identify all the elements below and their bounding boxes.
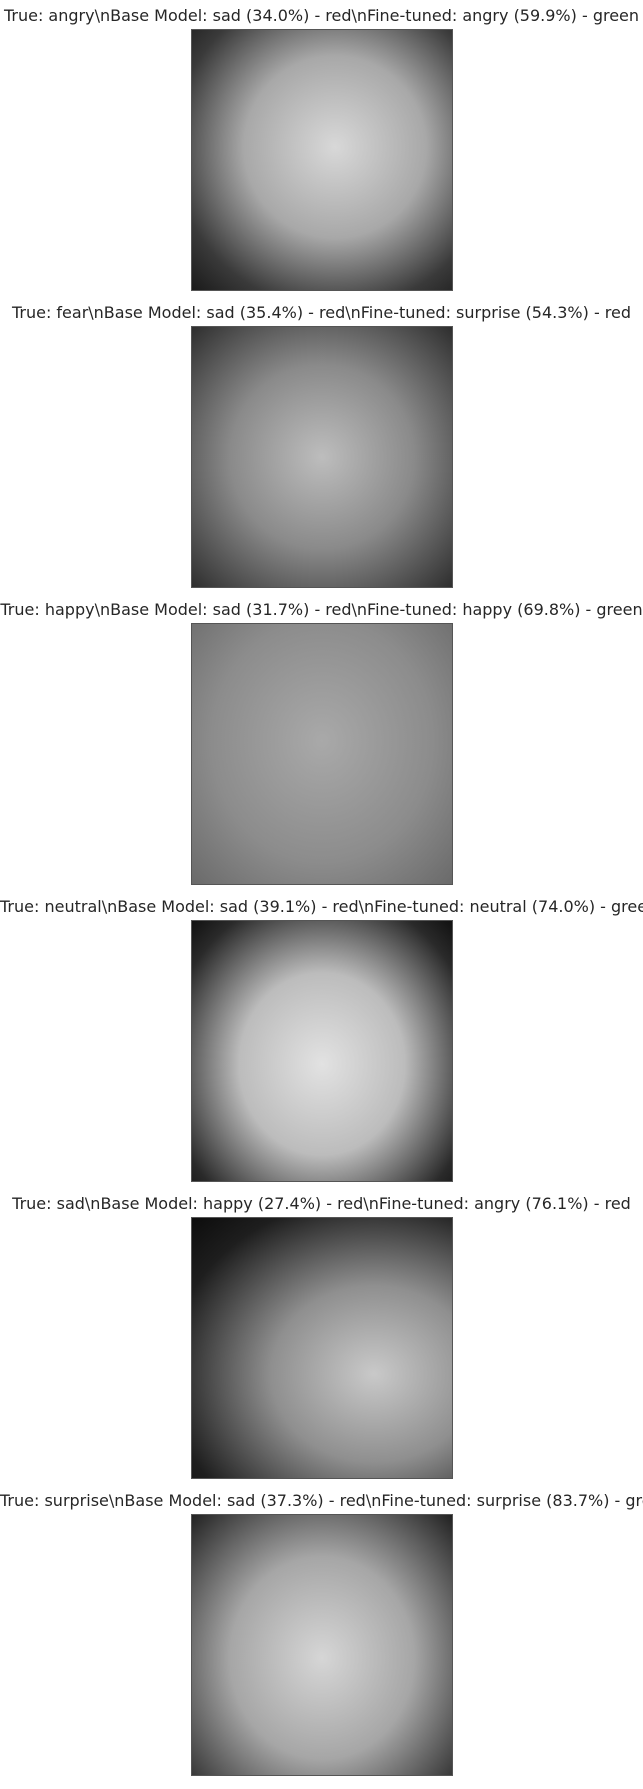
face-image xyxy=(191,326,453,588)
face-image xyxy=(191,29,453,291)
panel: True: sad\nBase Model: happy (27.4%) - r… xyxy=(0,1188,643,1485)
panel-title: True: angry\nBase Model: sad (34.0%) - r… xyxy=(3,6,640,25)
face-image xyxy=(191,623,453,885)
panel: True: neutral\nBase Model: sad (39.1%) -… xyxy=(0,891,643,1188)
panel: True: happy\nBase Model: sad (31.7%) - r… xyxy=(0,594,643,891)
face-image xyxy=(191,1514,453,1776)
panel: True: fear\nBase Model: sad (35.4%) - re… xyxy=(0,297,643,594)
panel: True: angry\nBase Model: sad (34.0%) - r… xyxy=(0,0,643,297)
face-image xyxy=(191,1217,453,1479)
panel-title: True: surprise\nBase Model: sad (37.3%) … xyxy=(0,1491,643,1510)
panel-title: True: neutral\nBase Model: sad (39.1%) -… xyxy=(0,897,643,916)
panel-title: True: sad\nBase Model: happy (27.4%) - r… xyxy=(12,1194,631,1213)
face-image xyxy=(191,920,453,1182)
panel: True: surprise\nBase Model: sad (37.3%) … xyxy=(0,1485,643,1782)
panel-title: True: fear\nBase Model: sad (35.4%) - re… xyxy=(11,303,632,322)
panel-title: True: happy\nBase Model: sad (31.7%) - r… xyxy=(0,600,643,619)
